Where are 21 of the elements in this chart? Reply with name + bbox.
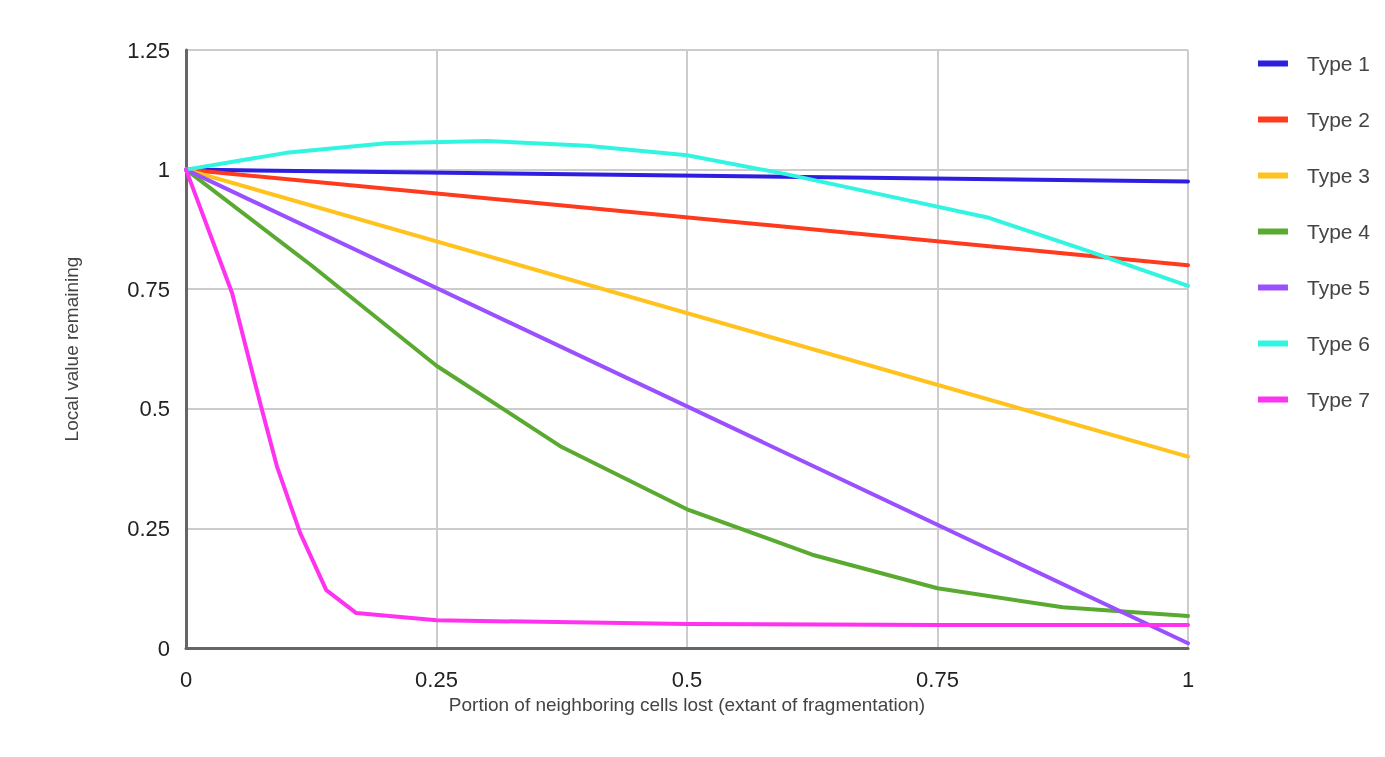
y-axis-title: Local value remaining xyxy=(61,256,82,442)
y-tick-label: 0.5 xyxy=(139,396,170,422)
x-tick-label: 0.5 xyxy=(671,666,703,692)
legend-label: Type 5 xyxy=(1306,276,1371,299)
legend-label: Type 6 xyxy=(1306,332,1371,355)
legend-label: Type 4 xyxy=(1306,220,1371,243)
legend-label: Type 2 xyxy=(1306,108,1371,131)
legend-label: Type 7 xyxy=(1306,388,1371,411)
y-tick-label: 1.25 xyxy=(127,37,170,63)
x-tick-label: 0.25 xyxy=(415,666,458,692)
y-tick-label: 0.75 xyxy=(127,276,170,302)
line-series xyxy=(184,138,1190,288)
x-tick-label: 0 xyxy=(179,666,193,692)
legend-label: Type 3 xyxy=(1306,164,1371,187)
x-tick-label: 0.75 xyxy=(916,666,959,692)
y-tick-label: 0 xyxy=(157,635,170,661)
legend-label: Type 1 xyxy=(1306,52,1371,75)
x-axis-title: Portion of neighboring cells lost (extant of fragmentation) xyxy=(448,693,926,715)
x-tick-label: 1 xyxy=(1181,666,1195,692)
y-tick-label: 0.25 xyxy=(127,515,170,541)
y-tick-label: 1 xyxy=(157,157,170,183)
